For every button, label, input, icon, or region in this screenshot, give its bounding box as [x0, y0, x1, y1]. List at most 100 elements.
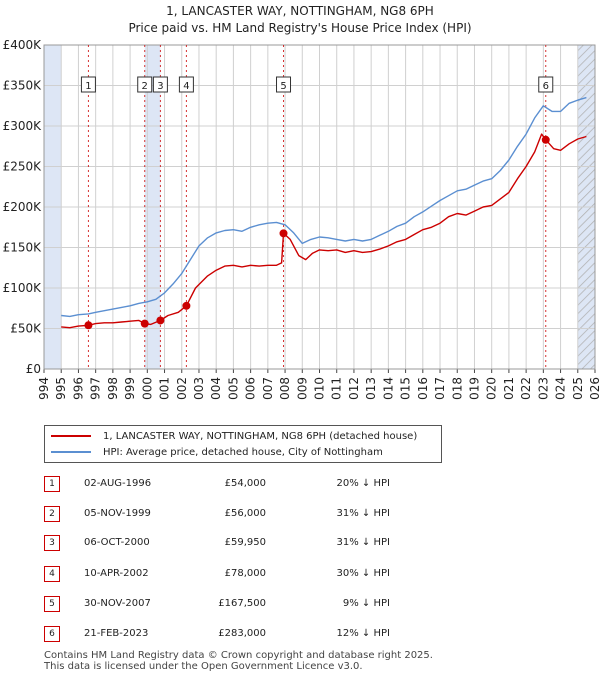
transaction-price: £283,000 [218, 628, 266, 639]
x-tick-label: 2012 [347, 377, 361, 400]
y-tick-label: £200K [3, 200, 43, 214]
sale-label-number: 6 [543, 81, 549, 92]
y-tick-label: £350K [3, 79, 43, 93]
x-tick-label: 2019 [467, 377, 481, 400]
transaction-number: 3 [44, 535, 60, 551]
sale-label-number: 5 [280, 81, 286, 92]
legend-item-property: 1, LANCASTER WAY, NOTTINGHAM, NG8 6PH (d… [51, 429, 417, 443]
x-tick-label: 2020 [485, 377, 499, 400]
transaction-date: 10-APR-2002 [84, 568, 149, 579]
transaction-row: 6 21-FEB-2023 £283,000 12% ↓ HPI [44, 624, 484, 644]
x-tick-label: 2014 [381, 377, 395, 400]
x-tick-label: 2018 [450, 377, 464, 400]
transaction-hpi-diff: 12% ↓ HPI [336, 628, 390, 639]
transaction-date: 06-OCT-2000 [84, 537, 150, 548]
x-tick-label: 1999 [123, 377, 137, 400]
sale-label-box [137, 76, 153, 93]
transaction-hpi-diff: 20% ↓ HPI [336, 478, 390, 489]
x-tick-label: 2023 [536, 377, 550, 400]
x-tick-label: 2010 [313, 377, 327, 400]
transaction-row: 5 30-NOV-2007 £167,500 9% ↓ HPI [44, 594, 484, 614]
x-tick-label: 1994 [37, 377, 51, 400]
footer-copyright: Contains HM Land Registry data © Crown c… [44, 650, 433, 661]
x-tick-label: 1998 [106, 377, 120, 400]
x-tick-label: 2017 [433, 377, 447, 400]
x-tick-label: 2016 [416, 377, 430, 400]
x-tick-label: 2002 [175, 377, 189, 400]
sale-label-number: 1 [85, 81, 91, 92]
transaction-date: 30-NOV-2007 [84, 598, 151, 609]
transaction-price: £59,950 [224, 537, 266, 548]
x-tick-label: 2005 [226, 377, 240, 400]
transaction-hpi-diff: 30% ↓ HPI [336, 568, 390, 579]
transaction-row: 4 10-APR-2002 £78,000 30% ↓ HPI [44, 564, 484, 584]
x-tick-label: 2007 [261, 377, 275, 400]
sale-point [541, 135, 550, 144]
x-tick-label: 2026 [588, 377, 600, 400]
transaction-row: 3 06-OCT-2000 £59,950 31% ↓ HPI [44, 533, 484, 553]
sale-point [140, 319, 149, 328]
transaction-hpi-diff: 9% ↓ HPI [342, 598, 390, 609]
transaction-hpi-diff: 31% ↓ HPI [336, 537, 390, 548]
sale-label-box [80, 76, 96, 93]
x-tick-label: 2022 [519, 377, 533, 400]
x-tick-label: 2003 [192, 377, 206, 400]
property-price-line [61, 133, 587, 329]
y-tick-label: £50K [10, 322, 42, 336]
y-tick-label: £150K [3, 241, 43, 255]
legend-label-hpi: HPI: Average price, detached house, City… [103, 446, 383, 458]
x-tick-label: 2011 [330, 377, 344, 400]
legend: 1, LANCASTER WAY, NOTTINGHAM, NG8 6PH (d… [44, 425, 442, 463]
transaction-price: £56,000 [224, 508, 266, 519]
x-tick-label: 2021 [502, 377, 516, 400]
sale-point [279, 229, 288, 238]
x-tick-label: 2013 [364, 377, 378, 400]
sale-label-number: 3 [157, 81, 163, 92]
transaction-number: 1 [44, 476, 60, 492]
sale-label-number: 4 [183, 81, 189, 92]
x-tick-label: 2001 [158, 377, 172, 400]
sale-point [182, 301, 191, 310]
transaction-row: 1 02-AUG-1996 £54,000 20% ↓ HPI [44, 474, 484, 494]
transaction-number: 5 [44, 596, 60, 612]
sale-label-number: 2 [142, 81, 148, 92]
sale-label-box [276, 76, 292, 93]
x-tick-label: 2009 [295, 377, 309, 400]
chart-subtitle: Price paid vs. HM Land Registry's House … [128, 21, 472, 35]
sale-point [84, 321, 93, 330]
sale-label-box [152, 76, 168, 93]
legend-label-property: 1, LANCASTER WAY, NOTTINGHAM, NG8 6PH (d… [103, 430, 418, 442]
x-tick-label: 2025 [571, 377, 585, 400]
x-tick-label: 1995 [54, 377, 68, 400]
transaction-hpi-diff: 31% ↓ HPI [336, 508, 390, 519]
y-tick-label: £300K [3, 119, 43, 133]
transaction-row: 2 05-NOV-1999 £56,000 31% ↓ HPI [44, 504, 484, 524]
legend-line-red [51, 435, 91, 437]
chart-title: 1, LANCASTER WAY, NOTTINGHAM, NG8 6PH [166, 4, 434, 18]
transaction-date: 21-FEB-2023 [84, 628, 149, 639]
x-tick-label: 2000 [140, 377, 154, 400]
y-tick-label: £0 [26, 362, 41, 376]
footer-licence: This data is licensed under the Open Gov… [44, 661, 363, 672]
x-tick-label: 1996 [71, 377, 85, 400]
transaction-number: 4 [44, 566, 60, 582]
hpi-line [61, 96, 587, 318]
transaction-number: 2 [44, 506, 60, 522]
transaction-date: 02-AUG-1996 [84, 478, 152, 489]
sale-label-box [178, 76, 194, 93]
transaction-date: 05-NOV-1999 [84, 508, 151, 519]
legend-item-hpi: HPI: Average price, detached house, City… [51, 445, 383, 459]
x-tick-label: 2004 [209, 377, 223, 400]
x-tick-label: 1997 [89, 377, 103, 400]
transaction-price: £78,000 [224, 568, 266, 579]
x-tick-label: 2015 [399, 377, 413, 400]
sale-point [156, 316, 165, 325]
price-chart: £0 £50K £100K £150K £200K £250K £300K £350K £400… [3, 38, 600, 400]
transaction-price: £167,500 [218, 598, 266, 609]
x-tick-label: 2008 [278, 377, 292, 400]
transaction-number: 6 [44, 626, 60, 642]
y-tick-label: £100K [3, 281, 43, 295]
plot-border [43, 44, 596, 370]
legend-line-blue [51, 451, 91, 453]
x-tick-label: 2006 [244, 377, 258, 400]
